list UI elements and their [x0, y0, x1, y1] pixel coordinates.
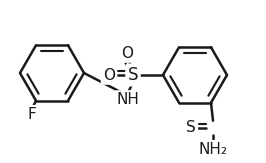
Text: NH: NH — [117, 92, 139, 108]
Text: NH₂: NH₂ — [198, 142, 227, 157]
Text: O: O — [121, 45, 133, 60]
Text: O: O — [103, 67, 115, 82]
Text: S: S — [128, 66, 138, 84]
Text: S: S — [186, 120, 196, 135]
Text: F: F — [28, 107, 36, 122]
